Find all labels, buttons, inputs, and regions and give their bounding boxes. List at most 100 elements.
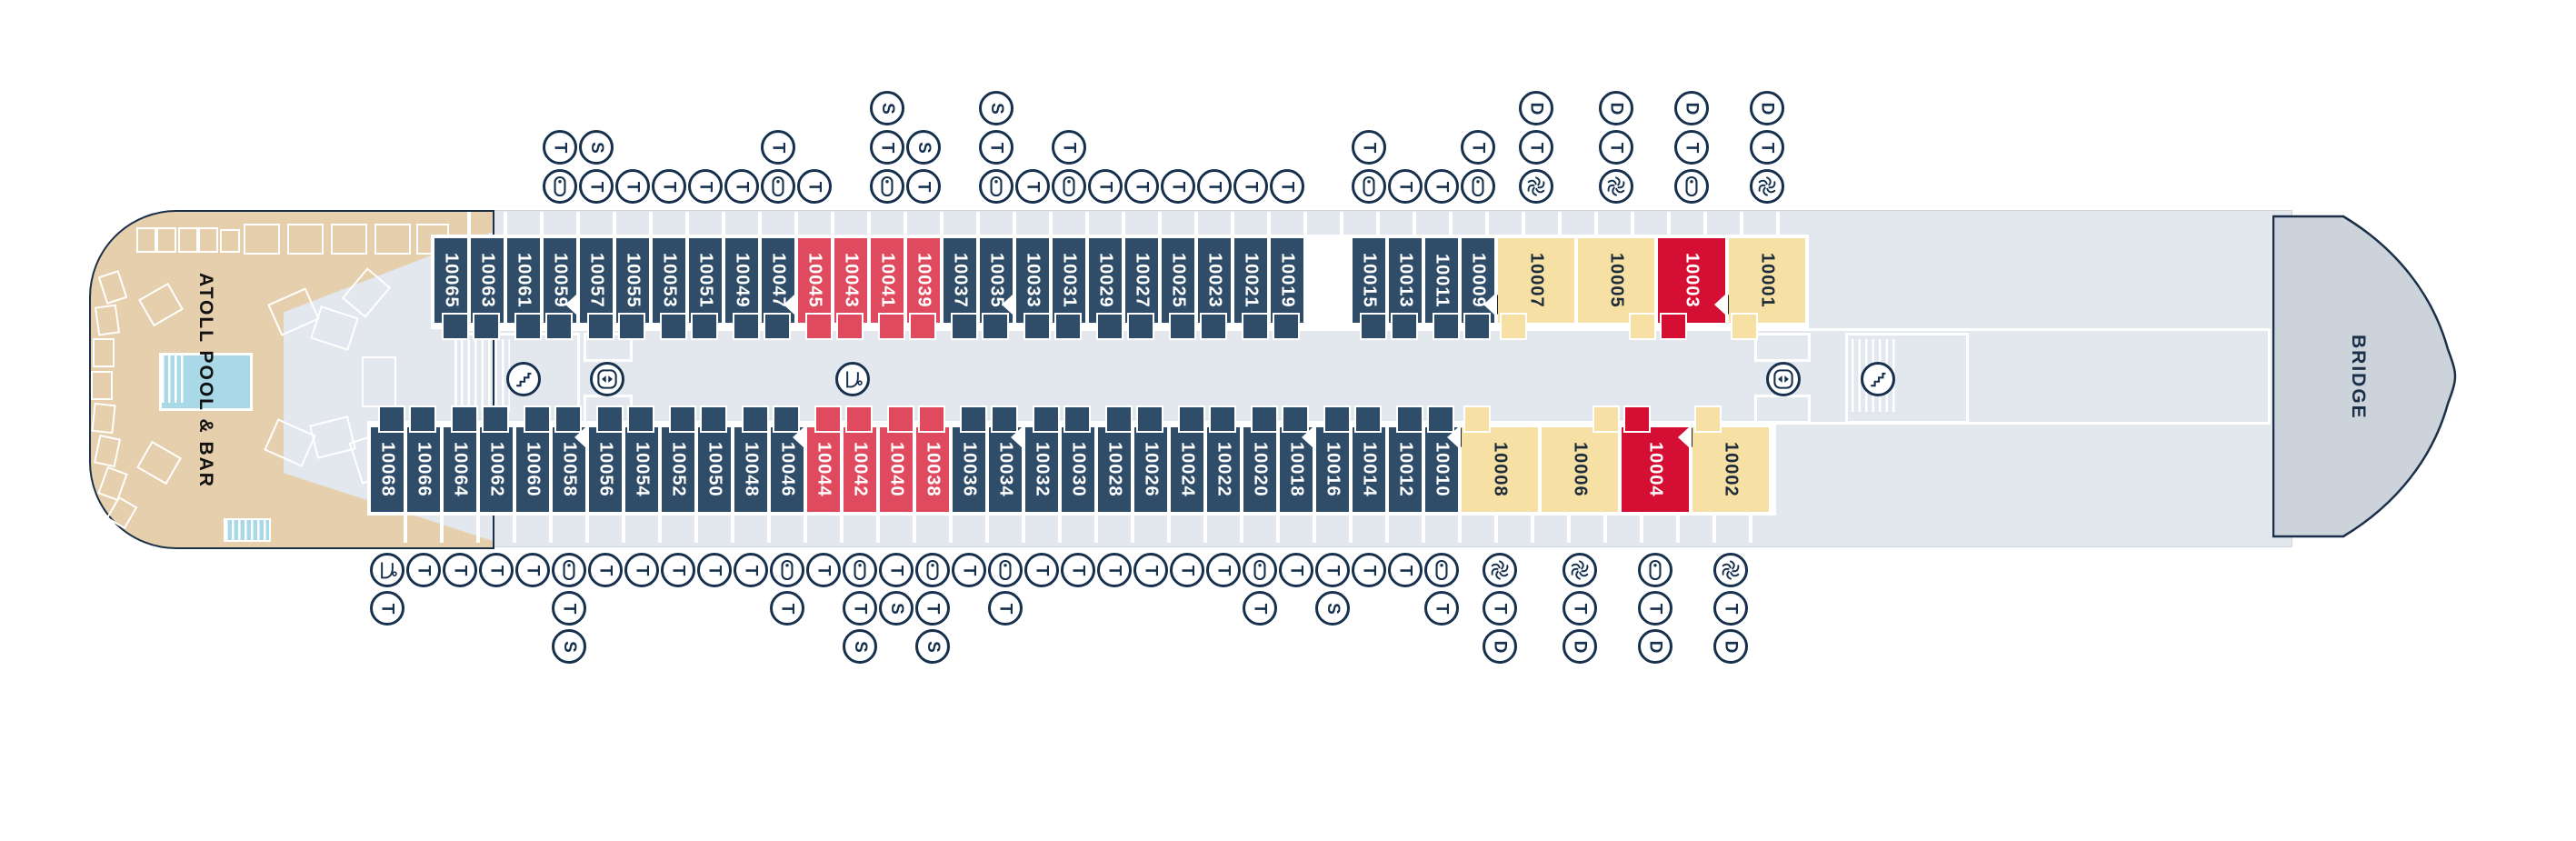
cabin-10021[interactable]: 10021 <box>1234 238 1267 323</box>
t-icon: T <box>806 553 841 587</box>
bed-tab <box>982 313 1009 340</box>
whirlpool-icon <box>1750 169 1784 204</box>
cabin-10056[interactable]: 10056 <box>589 427 622 512</box>
cabin-10042[interactable]: 10042 <box>844 427 876 512</box>
cabin-10068[interactable]: 10068 <box>371 427 404 512</box>
bed-tab <box>960 405 987 433</box>
cabin-10007[interactable]: 10007 <box>1498 238 1574 323</box>
cabin-10014[interactable]: 10014 <box>1353 427 1385 512</box>
cabin-10051[interactable]: 10051 <box>689 238 722 323</box>
cabin-10025[interactable]: 10025 <box>1162 238 1194 323</box>
bed-tab <box>545 313 573 340</box>
cabin-10031[interactable]: 10031 <box>1053 238 1085 323</box>
cabin-10065[interactable]: 10065 <box>434 238 467 323</box>
cabin-10013[interactable]: 10013 <box>1389 238 1422 323</box>
cabin-10053[interactable]: 10053 <box>653 238 685 323</box>
cabin-number: 10028 <box>1104 442 1125 497</box>
cabin-10029[interactable]: 10029 <box>1089 238 1122 323</box>
t-icon: T <box>770 591 804 626</box>
t-icon: T <box>370 591 404 626</box>
cabin-10002[interactable]: 10002 <box>1692 427 1769 512</box>
cabin-10028[interactable]: 10028 <box>1098 427 1131 512</box>
cabin-number: 10001 <box>1757 253 1778 308</box>
connector-left-triangle <box>793 427 804 447</box>
connector-left-triangle <box>565 295 576 315</box>
cabin-10020[interactable]: 10020 <box>1243 427 1276 512</box>
cabin-10026[interactable]: 10026 <box>1134 427 1167 512</box>
cabin-10039[interactable]: 10039 <box>907 238 940 323</box>
cabin-10016[interactable]: 10016 <box>1316 427 1349 512</box>
cabin-10011[interactable]: 10011 <box>1425 238 1458 323</box>
bed-tab <box>691 313 718 340</box>
t-icon: T <box>906 169 941 204</box>
bed-tab <box>378 405 405 433</box>
cabin-number: 10047 <box>768 253 789 308</box>
cabin-10043[interactable]: 10043 <box>834 238 867 323</box>
t-icon: T <box>1279 553 1313 587</box>
cabin-10063[interactable]: 10063 <box>471 238 504 323</box>
cabin-10019[interactable]: 10019 <box>1271 238 1303 323</box>
cabin-10036[interactable]: 10036 <box>953 427 985 512</box>
cabin-10018[interactable]: 10018 <box>1280 427 1313 512</box>
cabin-number: 10055 <box>623 253 644 308</box>
t-icon: T <box>1161 169 1195 204</box>
bed-tab <box>1033 405 1060 433</box>
s-icon: S <box>879 591 914 626</box>
cabin-10048[interactable]: 10048 <box>734 427 767 512</box>
cabin-10049[interactable]: 10049 <box>725 238 758 323</box>
cabin-10004[interactable]: 10004 <box>1622 427 1689 512</box>
t-icon: T <box>1015 169 1050 204</box>
t-icon: T <box>1124 169 1159 204</box>
t-icon: T <box>1388 169 1423 204</box>
cabin-10015[interactable]: 10015 <box>1353 238 1385 323</box>
cabin-10045[interactable]: 10045 <box>798 238 831 323</box>
cabin-number: 10068 <box>377 442 398 497</box>
cabin-10062[interactable]: 10062 <box>480 427 513 512</box>
cabin-10064[interactable]: 10064 <box>444 427 476 512</box>
bed-tab <box>1282 405 1309 433</box>
d-icon: D <box>1750 91 1784 125</box>
cabin-10027[interactable]: 10027 <box>1125 238 1158 323</box>
bath-icon <box>1638 553 1672 587</box>
cabin-10038[interactable]: 10038 <box>916 427 949 512</box>
cabin-10044[interactable]: 10044 <box>807 427 840 512</box>
cabin-10033[interactable]: 10033 <box>1016 238 1049 323</box>
cabin-number: 10023 <box>1204 253 1225 308</box>
cabin-10023[interactable]: 10023 <box>1198 238 1231 323</box>
elevator-shaft <box>1754 333 1811 362</box>
cabin-10050[interactable]: 10050 <box>698 427 731 512</box>
cabin-10066[interactable]: 10066 <box>407 427 440 512</box>
cabin-10041[interactable]: 10041 <box>871 238 904 323</box>
cabin-10005[interactable]: 10005 <box>1578 238 1654 323</box>
t-icon: T <box>1638 591 1672 626</box>
cabin-10037[interactable]: 10037 <box>944 238 976 323</box>
bath-icon <box>1243 553 1277 587</box>
cabin-10061[interactable]: 10061 <box>507 238 540 323</box>
t-icon: T <box>1352 553 1386 587</box>
cabin-10054[interactable]: 10054 <box>625 427 658 512</box>
t-icon: T <box>652 169 686 204</box>
cabin-10060[interactable]: 10060 <box>516 427 549 512</box>
cabin-10012[interactable]: 10012 <box>1389 427 1422 512</box>
connector-left-triangle <box>1447 427 1458 447</box>
cabin-10022[interactable]: 10022 <box>1207 427 1240 512</box>
cabin-10040[interactable]: 10040 <box>880 427 913 512</box>
t-icon: T <box>624 553 659 587</box>
cabin-10057[interactable]: 10057 <box>580 238 613 323</box>
cabin-10001[interactable]: 10001 <box>1729 238 1805 323</box>
cabin-10052[interactable]: 10052 <box>662 427 694 512</box>
cabin-10055[interactable]: 10055 <box>616 238 649 323</box>
cabin-10032[interactable]: 10032 <box>1025 427 1058 512</box>
cabin-10030[interactable]: 10030 <box>1062 427 1094 512</box>
whirlpool-icon <box>1519 169 1553 204</box>
bed-tab <box>1136 405 1163 433</box>
cabin-10003[interactable]: 10003 <box>1658 238 1725 323</box>
lounger-outline <box>287 224 324 255</box>
connector-left-triangle <box>784 295 794 315</box>
bath-icon <box>1352 169 1386 204</box>
cabin-10008[interactable]: 10008 <box>1462 427 1538 512</box>
cabin-10006[interactable]: 10006 <box>1542 427 1618 512</box>
cabin-10024[interactable]: 10024 <box>1171 427 1203 512</box>
pool-label: ATOLL POOL & BAR <box>195 272 216 488</box>
